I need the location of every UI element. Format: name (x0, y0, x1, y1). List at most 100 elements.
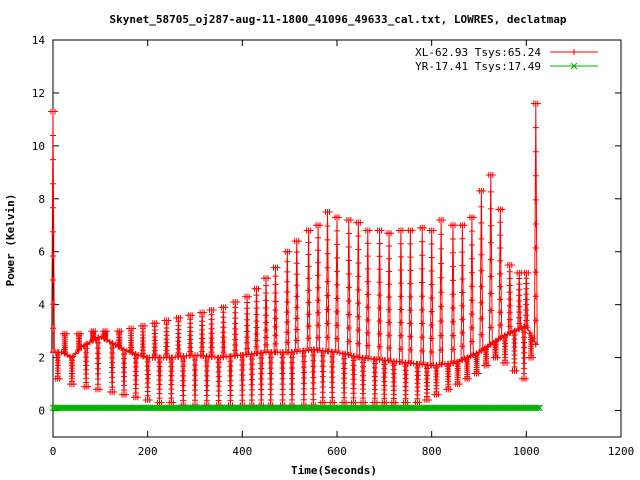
xl-point (364, 265, 371, 272)
xl-point (192, 397, 198, 404)
xl-point (506, 302, 513, 309)
xl-point (310, 374, 317, 381)
xl-point (267, 375, 274, 382)
xl-point (274, 264, 281, 271)
xl-point (141, 322, 148, 329)
xl-point (192, 372, 198, 379)
xl-point (376, 330, 383, 337)
xl-point (487, 239, 494, 246)
y-tick-label: 0 (38, 405, 45, 418)
xl-point (461, 355, 468, 362)
xl-point (506, 282, 513, 289)
xl-point (504, 359, 511, 366)
xl-point (329, 358, 336, 365)
xl-point (485, 362, 492, 369)
xl-point (449, 318, 456, 325)
xl-point (279, 396, 286, 403)
xl-point (428, 349, 435, 356)
xl-point (497, 296, 504, 303)
xl-point (334, 281, 340, 288)
xl-point (532, 341, 539, 348)
xl-point (158, 399, 165, 406)
xl-point (244, 305, 251, 312)
xl-point (289, 396, 296, 403)
xl-point (407, 320, 414, 327)
xl-point (50, 228, 56, 235)
xl-point (232, 347, 239, 354)
xl-point (468, 297, 475, 304)
xl-point (284, 309, 291, 316)
xl-point (293, 304, 300, 311)
xl-point (499, 206, 506, 213)
xl-point (419, 320, 426, 327)
xl-point (72, 350, 79, 357)
xl-point (253, 305, 260, 312)
xl-point (468, 255, 475, 262)
xl-point (438, 260, 445, 267)
xl-point (70, 381, 77, 388)
xl-point (222, 304, 229, 311)
xl-point (364, 253, 371, 260)
xl-point (50, 204, 56, 211)
xl-point (319, 394, 326, 401)
xl-point (140, 353, 147, 360)
xl-point (310, 385, 317, 392)
xl-point (345, 338, 352, 345)
xl-point (284, 339, 291, 346)
xl-point (232, 336, 239, 343)
xl-point (244, 339, 251, 346)
chart-title: Skynet_58705_oj287-aug-11-1800_41096_496… (110, 13, 567, 26)
xl-point (364, 304, 371, 311)
xl-point (63, 330, 70, 337)
xl-point (248, 366, 255, 373)
xl-point (355, 233, 362, 240)
xl-point (263, 341, 269, 348)
xl-point (468, 311, 475, 318)
xl-point (506, 316, 513, 323)
xl-point (177, 314, 184, 321)
xl-point (289, 354, 296, 361)
xl-point (345, 311, 352, 318)
legend-marker (571, 49, 577, 55)
xl-point (258, 397, 265, 403)
xl-point (289, 391, 296, 398)
xl-point (50, 156, 56, 163)
xl-point (258, 360, 265, 367)
xl-point (239, 392, 246, 399)
xl-point (192, 382, 198, 389)
xl-point (504, 331, 511, 338)
xl-point (244, 299, 251, 306)
xl-point (468, 228, 475, 235)
xl-point (407, 254, 414, 261)
xl-point (263, 282, 269, 289)
xl-point (239, 377, 246, 384)
xl-point (428, 254, 435, 261)
xl-point (478, 235, 485, 242)
xl-point (284, 268, 291, 275)
xl-point (376, 279, 383, 286)
xl-point (94, 360, 101, 367)
xl-point (407, 293, 414, 300)
xl-point (315, 334, 322, 341)
xl-point (258, 365, 265, 372)
xl-point (272, 323, 279, 330)
legend-marker (570, 62, 578, 70)
xl-point (419, 347, 426, 354)
xl-point (85, 383, 92, 390)
xl-point (386, 255, 393, 262)
xl-point (527, 330, 534, 337)
xl-point (518, 324, 525, 331)
xl-point (130, 325, 137, 332)
xl-point (376, 292, 383, 299)
xl-point (364, 240, 371, 247)
xl-point (523, 275, 530, 282)
xl-point (345, 297, 352, 304)
xl-point (438, 245, 445, 252)
xl-point (263, 304, 269, 311)
xl-point (440, 216, 447, 223)
xl-point (244, 328, 251, 335)
yr-point (534, 404, 542, 412)
xl-point (532, 196, 539, 203)
xl-point (244, 334, 251, 341)
xl-point (307, 227, 314, 234)
